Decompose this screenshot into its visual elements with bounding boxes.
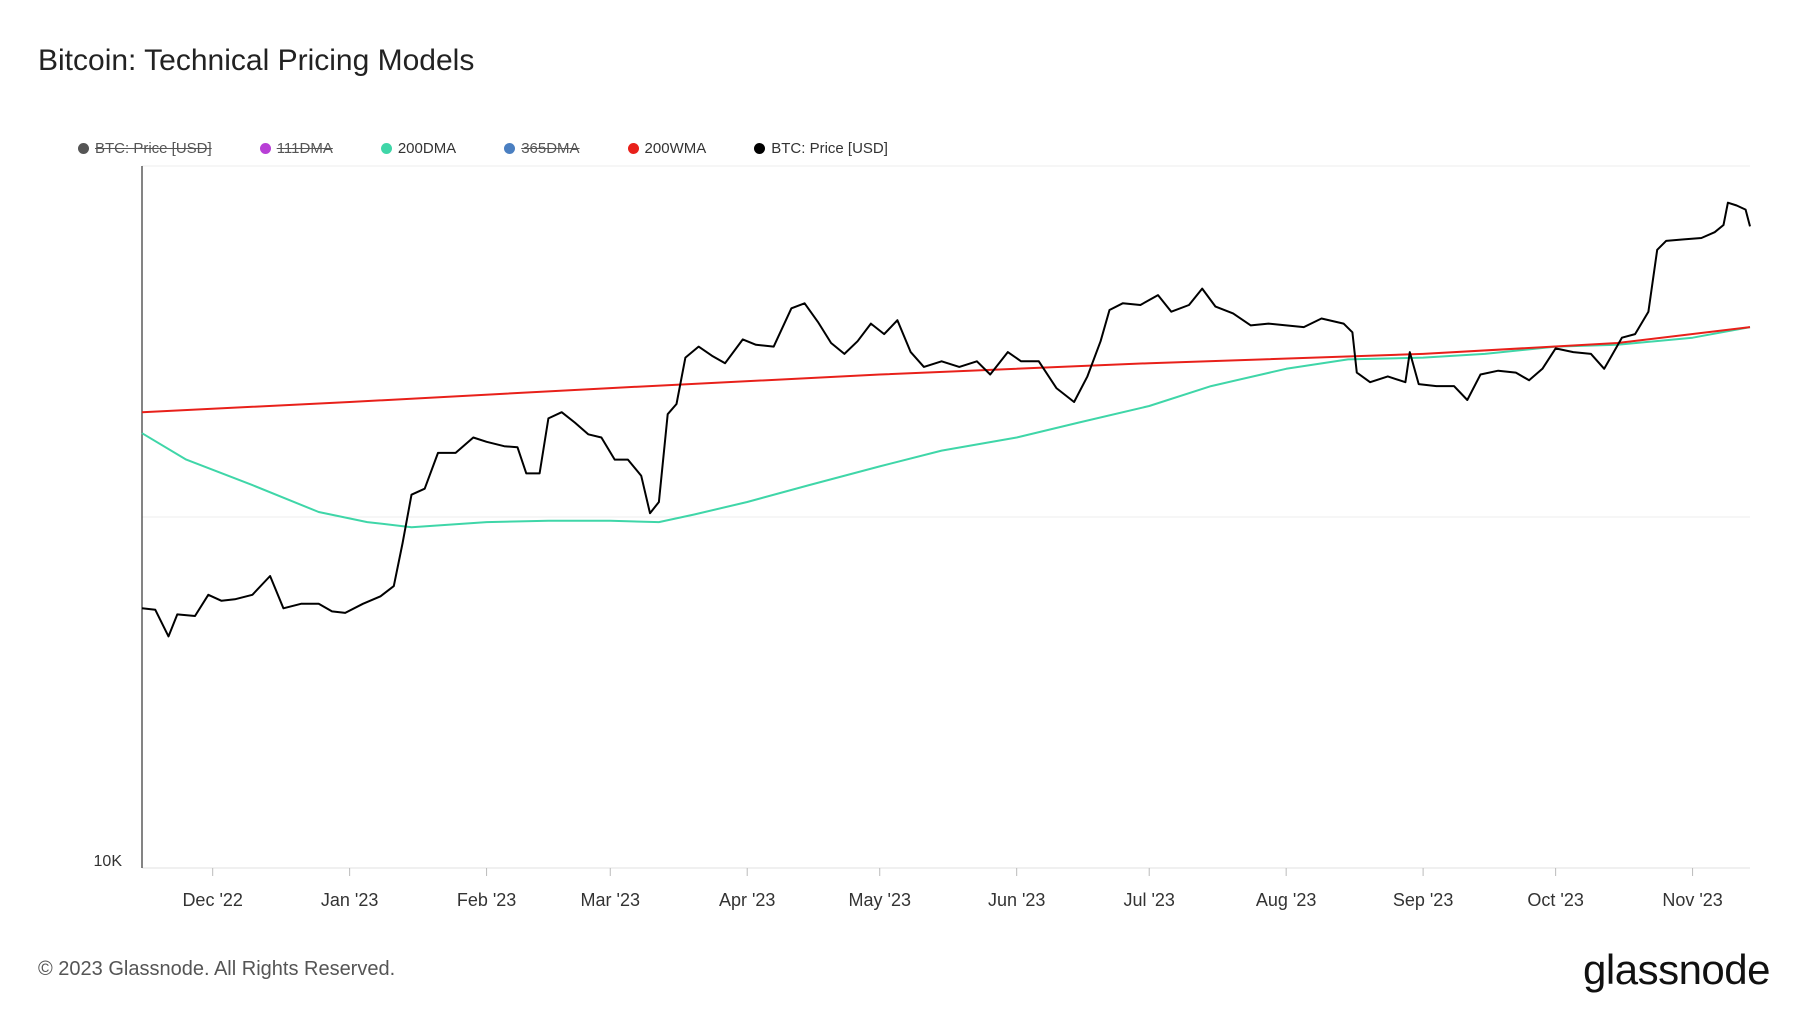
legend-item-1[interactable]: 111DMA <box>259 140 333 157</box>
legend-item-5[interactable]: BTC: Price [USD] <box>754 140 888 157</box>
legend-marker-icon <box>259 143 271 154</box>
x-tick-label: Oct '23 <box>1527 890 1583 910</box>
x-tick-label: May '23 <box>849 890 911 910</box>
x-tick-label: Apr '23 <box>719 890 775 910</box>
x-tick-label: Mar '23 <box>581 890 640 910</box>
legend-item-4[interactable]: 200WMA <box>627 140 707 157</box>
series-line-btc-price-usd- <box>141 201 1751 638</box>
series-line-200dma <box>141 326 1751 529</box>
x-tick-label: Jun '23 <box>988 890 1045 910</box>
legend-label: BTC: Price [USD] <box>771 140 888 157</box>
x-tick-label: Jan '23 <box>321 890 378 910</box>
legend-item-2[interactable]: 200DMA <box>380 140 457 157</box>
legend-marker-icon <box>78 143 89 154</box>
x-tick-label: Nov '23 <box>1662 890 1722 910</box>
legend-marker-icon <box>627 143 639 154</box>
chart-title: Bitcoin: Technical Pricing Models <box>38 44 475 77</box>
x-tick-label: Jul '23 <box>1123 890 1174 910</box>
legend-marker-icon <box>380 143 392 154</box>
legend-label: 200WMA <box>644 140 707 157</box>
chart-legend: BTC: Price [USD] 111DMA 200DMA 365DMA 200WMA… <box>78 140 936 157</box>
legend-marker-icon <box>504 143 516 154</box>
legend-marker-icon <box>754 143 766 154</box>
legend-label: 200DMA <box>397 140 457 157</box>
y-tick-label: 10K <box>94 853 123 870</box>
legend-item-3[interactable]: 365DMA <box>504 140 580 157</box>
x-tick-label: Sep '23 <box>1393 890 1454 910</box>
x-tick-label: Aug '23 <box>1256 890 1317 910</box>
x-tick-label: Feb '23 <box>457 890 516 910</box>
legend-item-0[interactable]: BTC: Price [USD] <box>78 140 212 157</box>
legend-label: BTC: Price [USD] <box>95 140 212 157</box>
legend-label: 365DMA <box>521 140 580 157</box>
x-tick-label: Dec '22 <box>182 890 242 910</box>
legend-label: 111DMA <box>276 140 333 157</box>
series-line-200wma <box>141 326 1751 414</box>
glassnode-logo: glassnode <box>1583 946 1770 993</box>
copyright-text: © 2023 Glassnode. All Rights Reserved. <box>38 958 396 980</box>
chart-area[interactable]: 10K Dec '22 Jan '23 Feb '23 Mar '23 Apr '23 Ma… <box>0 0 1800 920</box>
